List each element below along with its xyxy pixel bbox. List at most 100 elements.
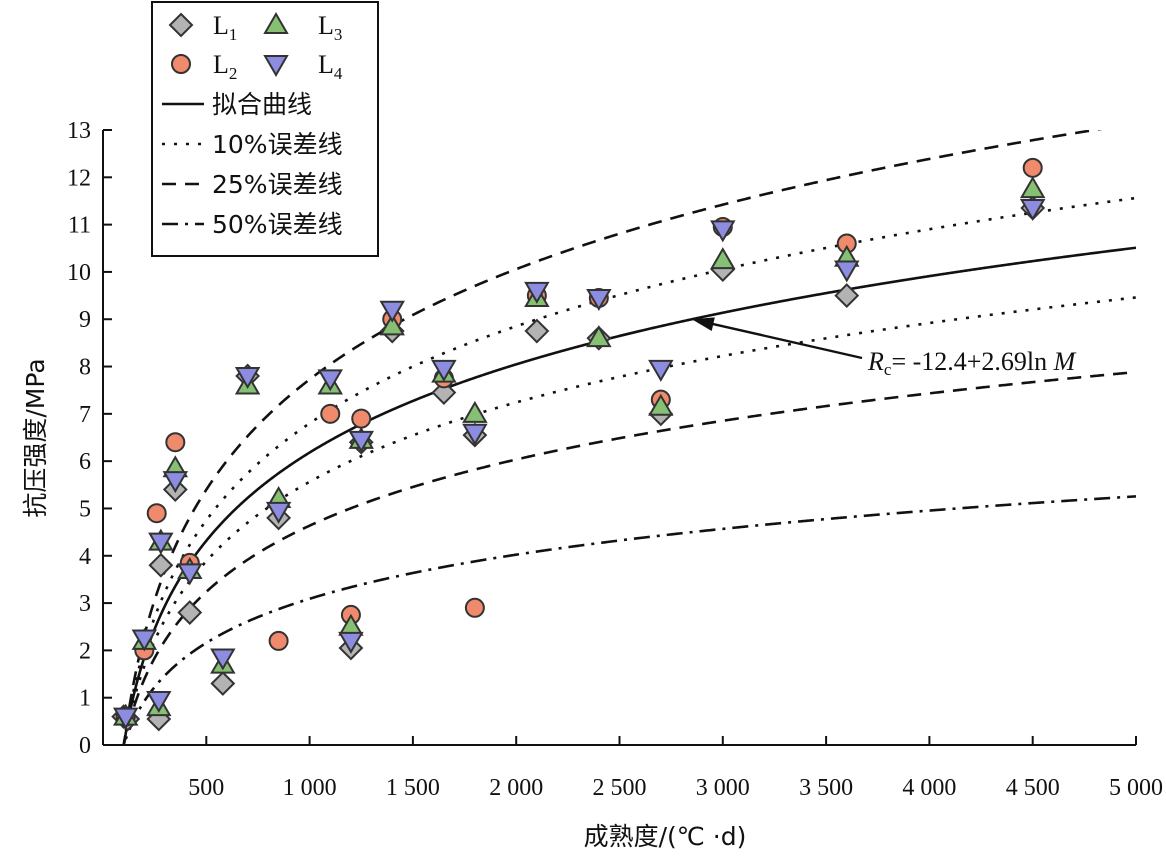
point-l4: [348, 430, 374, 453]
point-l4: [210, 648, 236, 671]
point-l3: [710, 247, 736, 270]
fit-equation: Rc= -12.4+2.69ln M: [867, 347, 1077, 379]
x-tick-label: 3 000: [696, 775, 750, 801]
annotation-arrow-line: [709, 322, 863, 360]
error-line-25-upper: [122, 130, 1103, 745]
legend-item-fit: 拟合曲线: [162, 90, 312, 119]
legend-label-l3: L3: [318, 11, 342, 44]
error-line-10-upper: [122, 196, 1136, 745]
point-l4: [265, 501, 292, 524]
legend-label-e10: 10%误差线: [212, 130, 343, 159]
point-l2: [146, 503, 167, 524]
error-line-10-lower: [122, 296, 1136, 745]
legend-marker-l4: [263, 55, 289, 77]
point-l4: [524, 281, 550, 304]
point-l4: [431, 359, 457, 382]
point-l2: [351, 408, 372, 429]
series-L3: [112, 176, 1046, 726]
point-l1: [431, 380, 457, 405]
y-tick-label: 11: [68, 213, 91, 239]
legend-label-e50: 50%误差线: [212, 210, 343, 239]
legend-item-l1: L1: [168, 11, 237, 44]
legend-label-l1: L1: [213, 11, 237, 44]
y-tick-label: 0: [79, 733, 91, 759]
point-l3: [586, 325, 612, 348]
point-l2: [464, 597, 485, 618]
point-l4: [162, 471, 189, 494]
point-l4: [234, 367, 261, 389]
y-tick-label: 10: [67, 260, 91, 286]
x-axis-title: 成熟度/(℃ ·d): [584, 822, 747, 851]
point-l1: [524, 318, 550, 344]
point-l4: [131, 629, 158, 652]
legend-item-e10: 10%误差线: [162, 130, 343, 159]
y-tick-label: 8: [79, 355, 91, 381]
x-tick-label: 4 000: [902, 775, 956, 801]
point-l4: [379, 300, 405, 323]
legend-item-e25: 25%误差线: [162, 170, 343, 199]
annotation: Rc= -12.4+2.69ln M: [691, 317, 1077, 379]
data-points: [111, 157, 1046, 732]
x-tick-label: 1 500: [386, 775, 440, 801]
y-tick-label: 7: [79, 402, 91, 428]
legend-box: [151, 1, 379, 257]
error-line-50-lower: [122, 495, 1136, 745]
y-tick-label: 9: [79, 307, 91, 333]
x-tick-label: 2 500: [593, 775, 647, 801]
point-l3: [379, 313, 405, 336]
legend-label-e25: 25%误差线: [212, 170, 343, 199]
legend-item-e50: 50%误差线: [162, 210, 343, 239]
point-l4: [317, 369, 343, 392]
legend-item-l2: L2: [171, 50, 237, 83]
point-l1: [148, 552, 174, 578]
legend-label-fit: 拟合曲线: [212, 90, 312, 119]
legend-marker-l1: [168, 12, 194, 38]
x-tick-label: 500: [188, 775, 224, 801]
error-line-25-lower: [122, 370, 1136, 745]
x-tick-label: 5 000: [1109, 775, 1163, 801]
y-tick-label: 3: [79, 591, 91, 617]
plot-area: [122, 130, 1136, 745]
y-tick-label: 1: [79, 686, 91, 712]
x-tick-label: 3 500: [799, 775, 853, 801]
point-l4: [462, 423, 488, 446]
point-l4: [710, 220, 736, 243]
point-l2: [268, 630, 289, 651]
legend-marker-l3: [263, 12, 289, 34]
point-l2: [1022, 157, 1043, 178]
x-tick-label: 2 000: [489, 775, 543, 801]
y-tick-label: 12: [67, 165, 91, 191]
legend-label-l2: L2: [213, 50, 237, 83]
y-tick-label: 13: [67, 118, 91, 144]
y-axis-title: 抗压强度/MPa: [21, 358, 50, 517]
point-l1: [210, 671, 236, 696]
legend-item-l3: L3: [263, 11, 342, 44]
point-l4: [1019, 199, 1046, 222]
point-l1: [834, 283, 860, 308]
legend-label-l4: L4: [318, 50, 343, 83]
point-l4: [648, 359, 674, 382]
legend-item-l4: L4: [263, 50, 343, 83]
point-l3: [648, 393, 674, 416]
x-tick-label: 1 000: [283, 775, 337, 801]
fit-curve: [122, 246, 1136, 745]
annotation-arrow-head: [691, 317, 715, 331]
legend-marker-l2: [171, 54, 191, 74]
point-l2: [320, 403, 341, 424]
point-l4: [586, 288, 612, 311]
point-l4: [112, 707, 139, 730]
point-l1: [177, 600, 203, 625]
point-l3: [1019, 176, 1046, 199]
point-l4: [177, 563, 203, 586]
y-tick-label: 6: [79, 449, 91, 475]
curves: [122, 130, 1136, 745]
y-tick-label: 5: [79, 496, 91, 522]
series-L1: [111, 195, 1046, 732]
point-l2: [165, 432, 186, 453]
series-L4: [112, 199, 1046, 730]
point-l4: [338, 631, 364, 654]
point-l4: [148, 532, 174, 555]
